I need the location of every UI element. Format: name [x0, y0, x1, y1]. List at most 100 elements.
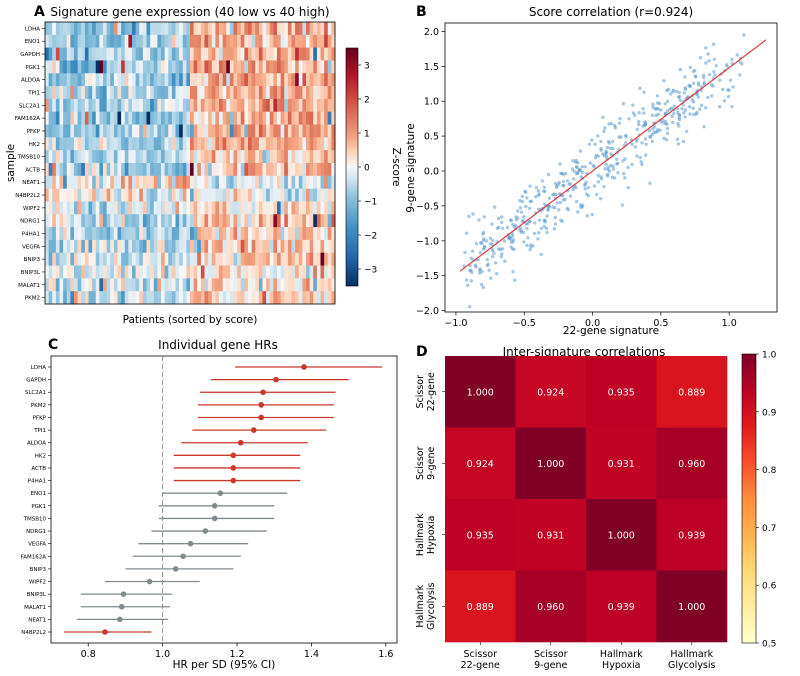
heatmap-a-cell — [269, 175, 274, 190]
heatmap-a-cell — [327, 86, 332, 100]
scatter-b-point — [731, 85, 735, 89]
heatmap-a-cell — [295, 137, 300, 151]
heatmap-a-cell — [92, 137, 97, 151]
heatmap-a-cell — [233, 73, 238, 87]
panel-a: A Signature gene expression (40 low vs 4… — [5, 4, 402, 326]
scatter-b-point — [578, 168, 582, 173]
heatmap-a-cell — [95, 175, 100, 190]
heatmap-a-cell — [84, 188, 89, 202]
scatter-b-point — [611, 139, 615, 144]
heatmap-a-cell — [208, 86, 213, 100]
scatter-b-point — [492, 251, 496, 256]
heatmap-a-cell — [197, 124, 202, 138]
scatter-b-point — [552, 192, 556, 196]
heatmap-a-cell — [171, 150, 176, 164]
scatter-b-point — [676, 121, 680, 126]
heatmap-a-cell — [48, 265, 53, 279]
heatmap-d-value: 0.931 — [537, 530, 564, 541]
heatmap-a-cell — [113, 111, 118, 125]
scatter-b-point — [537, 192, 541, 196]
heatmap-d-value: 0.931 — [608, 459, 635, 470]
heatmap-a-cell — [302, 98, 307, 113]
scatter-b-point — [570, 167, 575, 171]
colorbar-d-tick-label: 0.7 — [762, 524, 776, 534]
scatter-b-point — [696, 95, 700, 99]
heatmap-a-cell — [186, 239, 191, 254]
heatmap-a-cell — [103, 137, 108, 151]
heatmap-a-cell — [269, 265, 274, 279]
heatmap-a-cell — [255, 175, 260, 190]
heatmap-a-cell — [291, 252, 296, 266]
heatmap-a-cell — [255, 150, 260, 164]
heatmap-a-cell — [135, 111, 140, 125]
heatmap-a-cell — [291, 291, 296, 305]
heatmap-a-cell — [280, 124, 285, 138]
heatmap-a-cell — [63, 265, 68, 279]
heatmap-a-cell — [88, 111, 93, 125]
heatmap-a-cell — [204, 278, 209, 292]
heatmap-a-cell — [222, 227, 227, 241]
scatter-b-point — [704, 61, 708, 65]
heatmap-a-cell — [110, 22, 115, 36]
heatmap-a-cell — [128, 150, 133, 164]
heatmap-a-cell — [193, 214, 198, 228]
heatmap-a-cell — [309, 227, 314, 241]
heatmap-a-cell — [251, 201, 256, 215]
heatmap-a-cell — [309, 278, 314, 292]
scatter-b-point — [474, 241, 479, 246]
heatmap-a-cell — [190, 239, 195, 254]
heatmap-a-cell — [99, 201, 104, 215]
heatmap-a-cell — [211, 252, 216, 266]
heatmap-a-cell — [55, 111, 60, 125]
heatmap-a-cell — [103, 214, 108, 228]
heatmap-a-cell — [55, 137, 60, 151]
forest-c-gene-label: ENO1 — [31, 491, 46, 497]
heatmap-a-cell — [309, 163, 314, 177]
heatmap-a-cell — [233, 98, 238, 113]
heatmap-a-cell — [200, 98, 205, 113]
heatmap-a-cell — [45, 265, 50, 279]
heatmap-a-cell — [88, 150, 93, 164]
heatmap-a-cell — [74, 278, 79, 292]
heatmap-a-cell — [240, 47, 245, 61]
scatter-b-point — [560, 219, 564, 223]
heatmap-a-cell — [262, 150, 267, 164]
heatmap-a-cell — [309, 124, 314, 138]
heatmap-a-cell — [193, 201, 198, 215]
heatmap-a-cell — [233, 239, 238, 254]
heatmap-a-cell — [70, 239, 75, 254]
heatmap-a-cell — [171, 124, 176, 138]
forest-c-gene-label: NEAT1 — [28, 617, 46, 623]
heatmap-a-cell — [117, 124, 122, 138]
heatmap-a-cell — [193, 124, 198, 138]
heatmap-d-row-label-line1: Scissor — [415, 375, 426, 409]
heatmap-a-cell — [226, 137, 231, 151]
scatter-b-point — [728, 78, 733, 82]
heatmap-a-cell — [320, 22, 325, 36]
heatmap-a-cell — [175, 175, 180, 190]
forest-c-gene-label: LDHA — [31, 365, 46, 371]
heatmap-a-cell — [316, 137, 321, 151]
heatmap-a-cell — [121, 265, 126, 279]
heatmap-a-cell — [295, 111, 300, 125]
heatmap-a-cell — [226, 163, 231, 177]
heatmap-a-cell — [309, 60, 314, 74]
heatmap-a-cell — [302, 252, 307, 266]
heatmap-a-cell — [66, 201, 71, 215]
heatmap-a-cell — [146, 34, 151, 49]
heatmap-a-cell — [59, 291, 64, 305]
heatmap-d-col-label-line1: Hallmark — [670, 649, 713, 660]
heatmap-a-cell — [179, 111, 184, 125]
scatter-b-point — [642, 90, 646, 94]
heatmap-a-cell — [52, 34, 57, 49]
heatmap-a-cell — [99, 22, 104, 36]
heatmap-a-cell — [128, 278, 133, 292]
heatmap-a-cell — [63, 98, 68, 113]
heatmap-a-cell — [168, 201, 173, 215]
scatter-b-point — [627, 117, 631, 121]
heatmap-a-cell — [171, 188, 176, 202]
heatmap-a-cell — [175, 227, 180, 241]
forest-c-xtick-label: 1.2 — [229, 649, 244, 660]
scatter-b-point — [561, 179, 566, 184]
heatmap-a-cell — [291, 214, 296, 228]
